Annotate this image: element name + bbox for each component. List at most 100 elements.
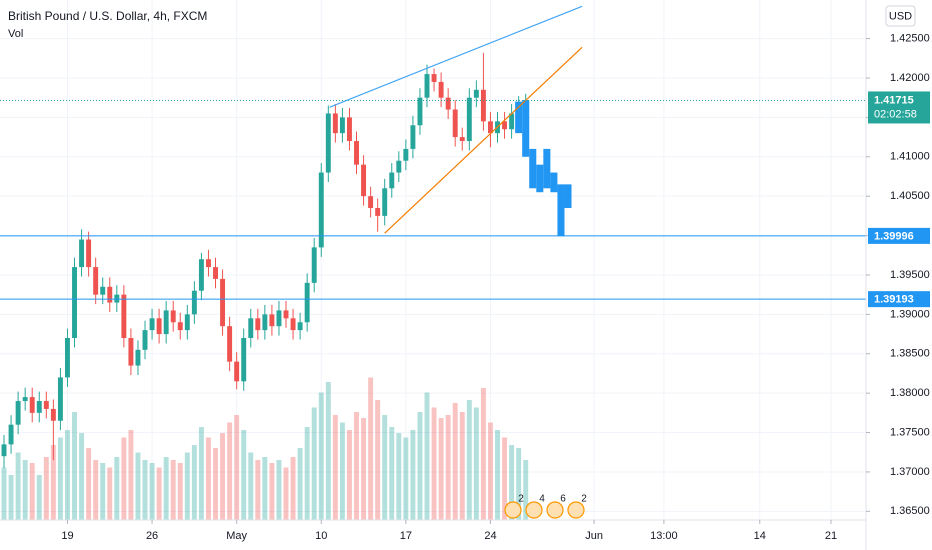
volume-bar [79,433,85,520]
candle-body [509,113,515,130]
candle-body [121,294,127,338]
candle-body [213,267,218,279]
candle-body [480,89,486,122]
y-tick-label: 1.41000 [890,151,930,163]
volume-bar [311,407,317,520]
volume-bar [72,412,77,520]
candle-body [86,239,92,268]
x-tick-label: 14 [754,530,766,542]
y-tick-label: 1.40500 [890,190,930,202]
volume-bar [177,463,183,520]
volume-bar [473,407,479,520]
volume-bar [191,445,197,520]
volume-bar [389,427,395,520]
volume-bar [403,437,409,520]
projection-bar [557,184,565,236]
candle-body [1,444,7,457]
candle-body [403,148,409,161]
volume-bar [290,457,296,520]
candle-body [368,196,374,208]
candle-body [107,286,113,303]
volume-bar [396,433,402,520]
volume-bar [149,463,155,520]
volume-bar [318,392,324,520]
candle-body [205,259,211,268]
volume-bar [198,427,204,520]
volume-bar [8,475,14,520]
volume-bar [121,437,127,520]
volume-bar [361,418,367,520]
volume-bar [86,448,92,520]
candle-body [163,310,169,335]
volume-bar [43,457,49,520]
volume-bar [64,430,70,520]
event-count: 2 [518,494,524,505]
volume-bar [452,403,458,520]
y-tick-label: 1.42000 [890,72,930,84]
candle-body [149,318,155,331]
event-count: 4 [539,494,545,505]
level-label: 1.39193 [874,294,914,306]
candle-body [445,97,451,110]
volume-bar [283,467,289,520]
trend-line [384,46,583,234]
candle-body [332,113,338,134]
projection-bar [536,164,544,193]
candle-body [43,401,49,409]
projection-bar [550,172,558,193]
candle-body [502,121,508,130]
candle-body [354,141,359,165]
volume-bar [184,452,190,520]
candle-body [227,326,233,362]
candle-body [396,160,402,173]
candle-body [50,408,56,421]
candle-body [142,330,148,350]
volume-bar [220,433,226,520]
x-tick-label: 19 [61,530,73,542]
candle-body [79,239,85,268]
event-count: 6 [560,494,566,505]
volume-bar [509,445,515,520]
volume-label: Vol [8,28,23,40]
x-tick-label: 21 [825,530,837,542]
volume-bar [354,412,359,520]
volume-bar [424,392,430,520]
volume-bar [438,418,444,520]
volume-bar [325,382,331,520]
volume-bar [459,412,465,520]
candle-body [431,74,437,82]
candle-body [100,286,106,295]
candle-body [135,349,141,366]
volume-bar [332,415,338,520]
trend-line [329,5,583,108]
volume-bar [163,457,169,520]
y-tick-label: 1.38500 [890,348,930,360]
currency-label[interactable]: USD [889,10,912,22]
volume-bar [114,457,120,520]
volume-bar [431,407,437,520]
candle-body [318,172,324,248]
candle-body [424,74,430,98]
event-icon [525,501,543,519]
volume-bar [523,460,529,520]
candle-body [473,89,479,98]
chart-title: British Pound / U.S. Dollar, 4h, FXCM [8,9,207,23]
projection-bar [564,184,572,208]
candle-body [15,401,21,425]
candle-body [128,338,134,366]
currency-button[interactable] [885,5,916,27]
x-tick-label: May [226,530,247,542]
volume-layer [1,377,529,520]
volume-bar [346,430,352,520]
volume-bar [502,437,508,520]
level-badge [868,227,930,244]
volume-bar [135,452,141,520]
candle-body [438,81,444,98]
level-label: 1.39996 [874,230,914,242]
volume-bar [487,422,493,520]
candle-body [487,121,493,134]
candle-body [417,97,423,126]
y-tick-label: 1.39000 [890,308,930,320]
